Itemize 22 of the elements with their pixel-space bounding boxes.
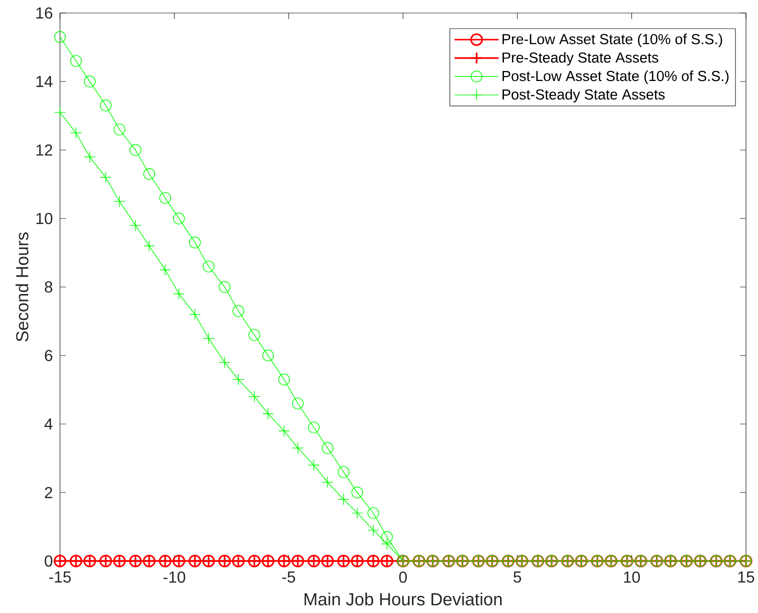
x-tick-label: 5 [514,572,522,583]
x-tick-label: 0 [399,572,407,583]
legend-label: Post-Steady State Assets [502,88,665,102]
y-tick-label: 2 [44,486,52,498]
y-tick-label: 0 [44,555,52,567]
x-tick-label: -15 [49,572,71,583]
y-tick-label: 16 [36,7,52,19]
x-tick-label: 10 [624,572,640,583]
x-axis-title: Main Job Hours Deviation [304,592,502,606]
y-tick-label: 12 [36,144,52,156]
legend-label: Pre-Low Asset State (10% of S.S.) [502,34,722,48]
y-tick-label: 4 [44,418,53,430]
legend-label: Post-Low Asset State (10% of S.S.) [502,70,729,84]
y-tick-label: 6 [44,350,52,362]
y-axis-title: Second Hours [16,232,28,342]
y-tick-label: 10 [36,212,52,224]
x-tick-label: 15 [738,572,754,583]
x-tick-label: -10 [164,572,186,583]
y-tick-label: 8 [44,281,52,293]
y-tick-label: 14 [36,76,53,87]
legend-label: Pre-Steady State Assets [502,52,658,66]
x-tick-label: -5 [282,572,296,583]
